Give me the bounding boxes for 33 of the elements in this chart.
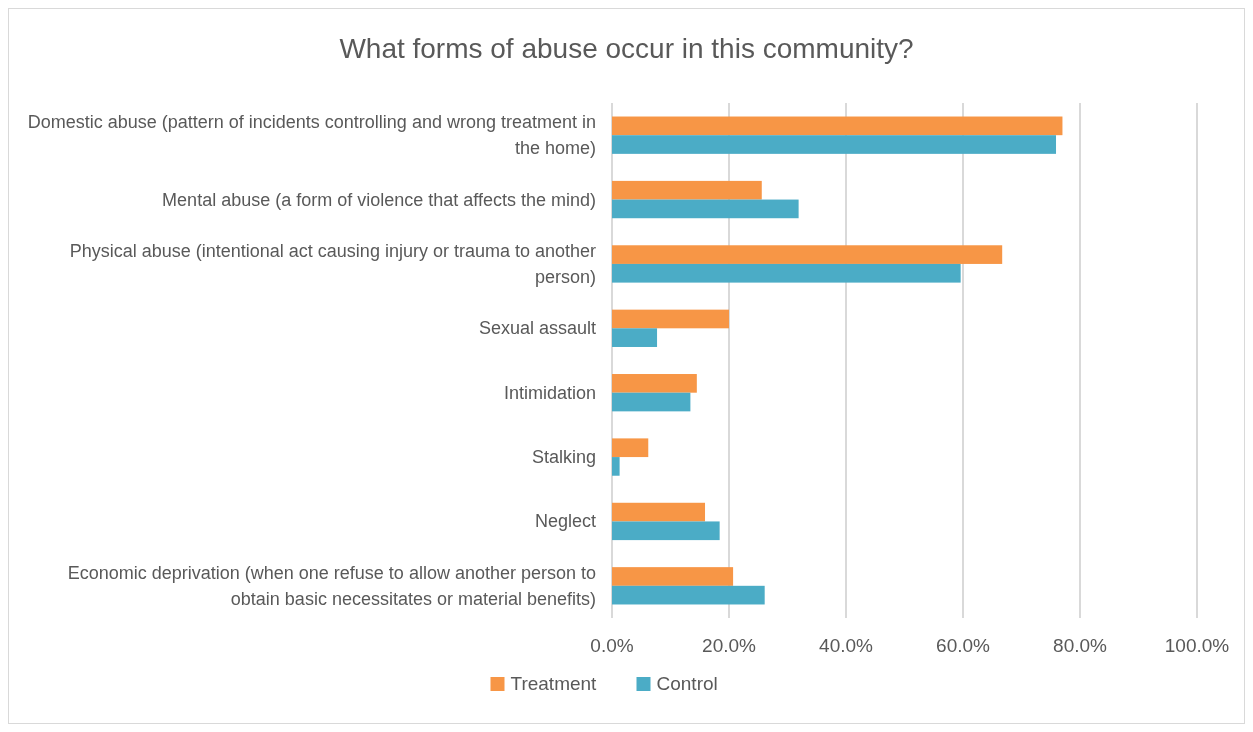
bar [612,116,1063,136]
bar [612,392,691,412]
bar [612,245,1003,264]
x-tick-label: 0.0% [590,635,634,656]
bar [612,457,620,476]
bar [612,502,706,522]
x-tick-label: 20.0% [702,635,757,656]
bar [612,374,697,393]
bar [612,438,649,458]
y-tick-label: Domestic abuse (pattern of incidents controlling and wrong treatment in the home) [27,112,596,159]
chart-title: What forms of abuse occur in this community? [339,33,914,64]
y-tick-label: Economic deprivation (when one refuse to allow another person to obtain basic necessitates or material benefits) [67,562,596,609]
bar [612,199,799,219]
x-tick-label: 80.0% [1053,635,1108,656]
bar [612,585,765,605]
x-tick-label: 40.0% [819,635,874,656]
y-tick-label: Mental abuse (a form of violence that affects the mind) [162,189,596,210]
y-tick-label: Stalking [531,447,596,468]
legend-label: Treatment [510,673,598,694]
bar [612,567,734,586]
bar [612,328,658,347]
bar [612,309,729,329]
bar [612,521,720,541]
x-tick-label: 100.0% [1164,635,1230,656]
bar [612,180,762,200]
bar [612,263,961,283]
y-tick-label: Sexual assault [478,318,596,339]
legend-label: Control [656,673,718,694]
y-tick-label: Physical abuse (intentional act causing injury or trauma to another person) [69,240,596,287]
y-tick-label: Intimidation [503,382,596,403]
x-tick-label: 60.0% [936,635,991,656]
y-tick-label: Neglect [534,511,596,532]
bar [612,135,1057,154]
